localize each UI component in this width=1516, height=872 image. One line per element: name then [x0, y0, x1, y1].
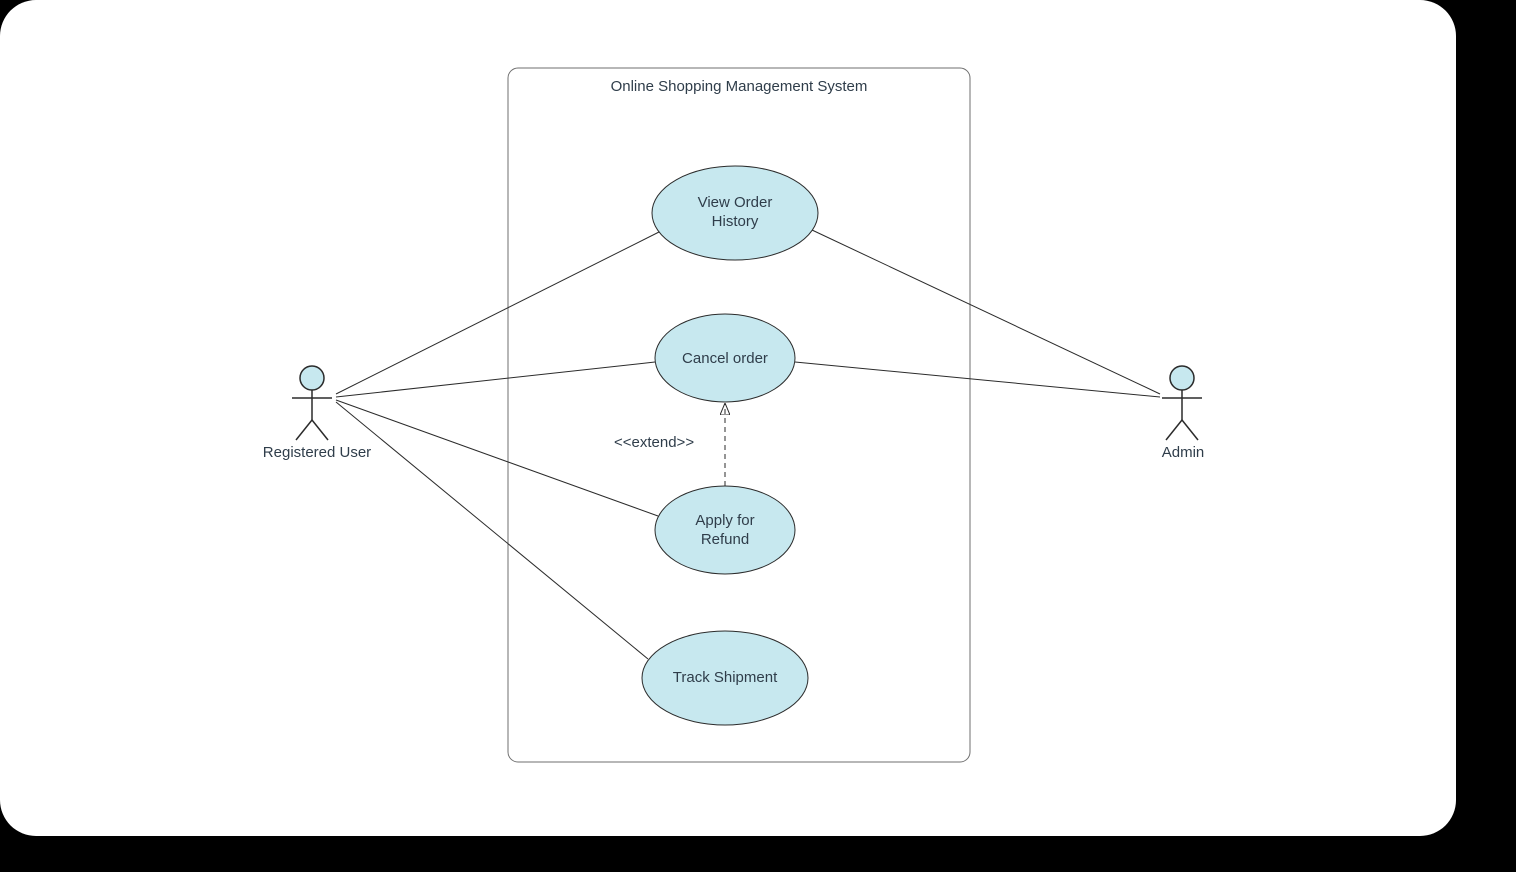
edge-admin-cancel — [795, 362, 1160, 397]
outer-black: Online Shopping Management System View O… — [0, 0, 1516, 872]
edge-user-track — [336, 402, 648, 659]
edge-user-view — [336, 232, 659, 394]
bottom-black-margin — [0, 836, 1516, 872]
edge-user-refund — [336, 400, 658, 516]
right-black-margin — [1456, 0, 1516, 872]
actor-user-label: Registered User — [252, 444, 382, 463]
actor-admin — [1162, 366, 1202, 440]
diagram-page: Online Shopping Management System View O… — [0, 0, 1456, 836]
actor-admin-label: Admin — [1148, 444, 1218, 463]
edge-user-cancel — [336, 362, 655, 397]
actor-registered-user — [292, 366, 332, 440]
edge-admin-view — [812, 230, 1160, 394]
system-title: Online Shopping Management System — [508, 78, 970, 97]
extend-label: <<extend>> — [614, 434, 724, 453]
usecase-track-label: Track Shipment — [642, 669, 808, 688]
usecase-view-label: View Order History — [652, 194, 818, 232]
usecase-refund-label: Apply for Refund — [655, 512, 795, 550]
usecase-cancel-label: Cancel order — [655, 350, 795, 369]
diagram-svg — [0, 0, 1456, 836]
